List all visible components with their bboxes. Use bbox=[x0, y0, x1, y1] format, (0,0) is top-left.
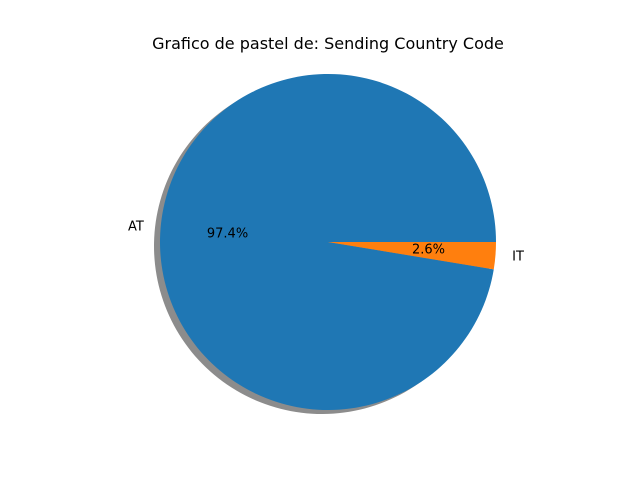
pct-label-at: 97.4% bbox=[207, 226, 248, 241]
slice-label-it: IT bbox=[512, 250, 524, 265]
pie-labels: AT 97.4% IT 2.6% bbox=[128, 219, 524, 264]
pct-label-it: 2.6% bbox=[412, 243, 445, 258]
chart-title: Grafico de pastel de: Sending Country Co… bbox=[152, 34, 504, 53]
pie-slice-at bbox=[160, 74, 496, 411]
pie-slice-it bbox=[328, 242, 496, 270]
pie-slices bbox=[160, 74, 496, 411]
slice-label-at: AT bbox=[128, 219, 144, 234]
